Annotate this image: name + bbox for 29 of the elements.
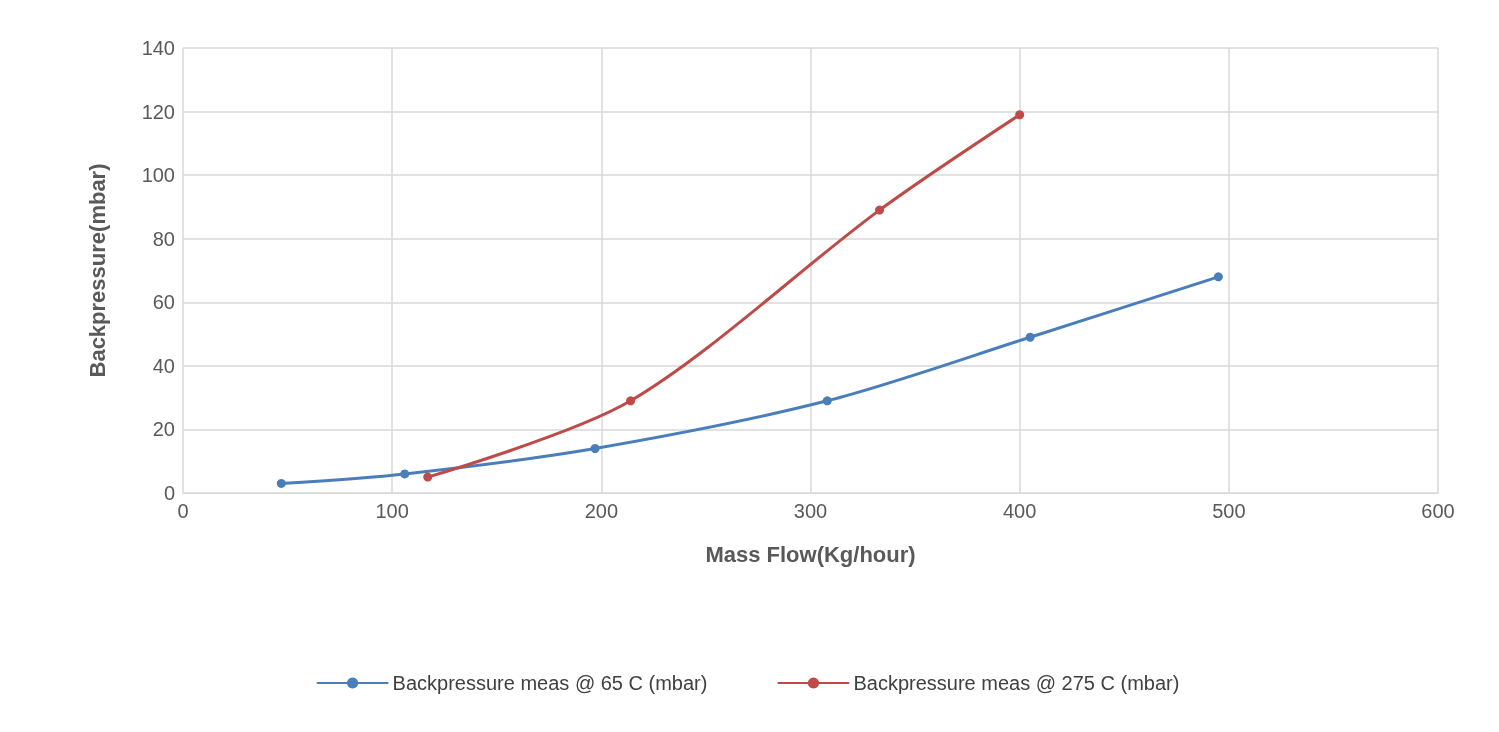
y-axis-title: Backpressure(mbar): [84, 163, 110, 378]
point: [626, 396, 636, 406]
x-tick-label: 500: [1212, 500, 1246, 522]
x-tick-label: 0: [177, 500, 189, 522]
point: [875, 205, 885, 215]
x-tick-label: 400: [1002, 500, 1037, 522]
point: [1025, 332, 1035, 342]
y-tick-label: 40: [152, 354, 175, 377]
x-tick-label: 600: [1421, 500, 1455, 522]
point: [1015, 110, 1025, 120]
point: [276, 478, 286, 488]
y-tick-label: 100: [141, 164, 175, 187]
y-tick-label: 80: [152, 227, 175, 250]
point: [590, 444, 600, 453]
point: [822, 396, 832, 406]
y-tick-label: 140: [141, 37, 175, 59]
y-tick-label: 60: [152, 291, 175, 314]
y-tick-label: 120: [141, 100, 175, 123]
y-tick-label: 20: [152, 418, 175, 441]
legend-label: Backpressure meas @ 275 C (mbar): [853, 672, 1180, 694]
x-tick-label: 100: [375, 500, 409, 522]
x-tick-label: 300: [793, 500, 828, 522]
point: [400, 469, 410, 479]
y-tick-label: 0: [163, 482, 175, 504]
point: [1213, 272, 1223, 282]
x-tick-label: 200: [584, 500, 619, 522]
legend-label: Backpressure meas @ 65 C (mbar): [392, 672, 708, 694]
x-axis-title: Mass Flow(Kg/hour): [705, 541, 916, 567]
point: [423, 472, 433, 482]
